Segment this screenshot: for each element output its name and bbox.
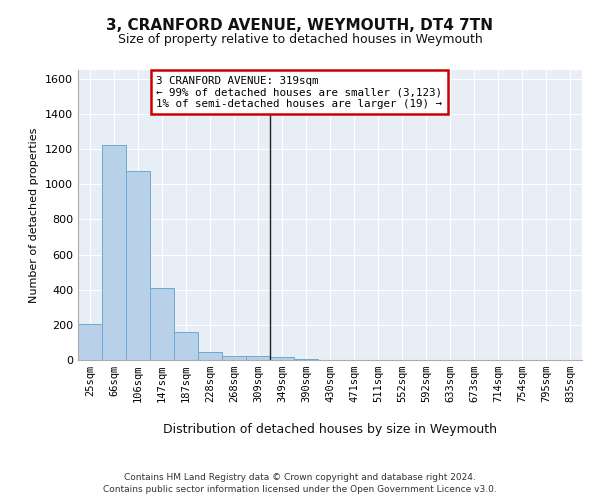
Text: 3 CRANFORD AVENUE: 319sqm
← 99% of detached houses are smaller (3,123)
1% of sem: 3 CRANFORD AVENUE: 319sqm ← 99% of detac… [156,76,442,109]
Y-axis label: Number of detached properties: Number of detached properties [29,128,40,302]
Text: Size of property relative to detached houses in Weymouth: Size of property relative to detached ho… [118,33,482,46]
Text: Distribution of detached houses by size in Weymouth: Distribution of detached houses by size … [163,422,497,436]
Bar [174,332,198,360]
Bar [222,356,246,360]
Bar [78,324,102,360]
Bar [246,356,270,360]
Bar [126,171,150,360]
Bar [270,358,294,360]
Bar [102,144,126,360]
Text: Contains HM Land Registry data © Crown copyright and database right 2024.: Contains HM Land Registry data © Crown c… [124,472,476,482]
Text: 3, CRANFORD AVENUE, WEYMOUTH, DT4 7TN: 3, CRANFORD AVENUE, WEYMOUTH, DT4 7TN [107,18,493,32]
Bar [150,288,174,360]
Bar [294,359,318,360]
Bar [198,352,222,360]
Text: Contains public sector information licensed under the Open Government Licence v3: Contains public sector information licen… [103,485,497,494]
